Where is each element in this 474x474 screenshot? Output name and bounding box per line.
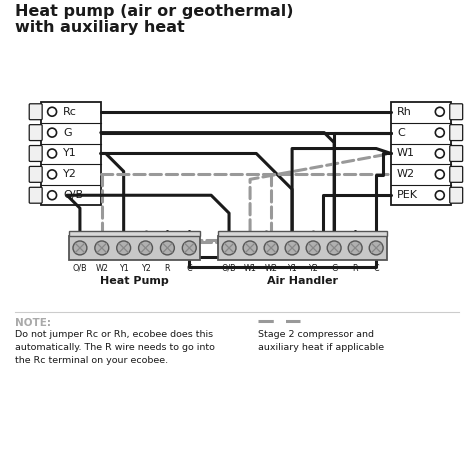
Circle shape (73, 241, 87, 255)
Circle shape (435, 170, 444, 179)
Circle shape (369, 241, 383, 255)
Text: Rc: Rc (63, 107, 77, 117)
Circle shape (327, 241, 341, 255)
Text: W2: W2 (264, 264, 278, 273)
Bar (69, 236, 200, 260)
Text: G: G (331, 264, 337, 273)
Text: O/B: O/B (222, 264, 237, 273)
Text: Y2: Y2 (308, 264, 318, 273)
Text: G: G (63, 128, 72, 137)
Circle shape (348, 241, 362, 255)
Text: W2: W2 (397, 169, 415, 179)
FancyBboxPatch shape (450, 166, 463, 182)
Text: W1: W1 (397, 148, 415, 158)
Text: Heat Pump: Heat Pump (100, 276, 169, 286)
Text: W2: W2 (95, 264, 108, 273)
Circle shape (306, 241, 320, 255)
FancyBboxPatch shape (450, 125, 463, 141)
Circle shape (435, 107, 444, 116)
FancyBboxPatch shape (450, 104, 463, 120)
Circle shape (435, 149, 444, 158)
Circle shape (47, 128, 56, 137)
Text: O/B: O/B (73, 264, 87, 273)
Circle shape (435, 128, 444, 137)
Text: O/B: O/B (63, 190, 83, 200)
Circle shape (47, 149, 56, 158)
Circle shape (161, 241, 174, 255)
Circle shape (47, 170, 56, 179)
Bar (69, 231, 200, 236)
Text: NOTE:: NOTE: (15, 318, 51, 328)
Text: Do not jumper Rc or Rh, ecobee does this
automatically. The R wire needs to go i: Do not jumper Rc or Rh, ecobee does this… (15, 330, 215, 365)
Text: R: R (352, 264, 358, 273)
FancyBboxPatch shape (29, 166, 42, 182)
FancyBboxPatch shape (450, 187, 463, 203)
Text: Heat pump (air or geothermal): Heat pump (air or geothermal) (15, 4, 294, 19)
Text: R: R (164, 264, 170, 273)
Text: with auxiliary heat: with auxiliary heat (15, 20, 185, 35)
Circle shape (264, 241, 278, 255)
Circle shape (222, 241, 236, 255)
Text: Y2: Y2 (141, 264, 150, 273)
Text: PEK: PEK (397, 190, 418, 200)
Text: Stage 2 compressor and
auxiliary heat if applicable: Stage 2 compressor and auxiliary heat if… (258, 330, 384, 352)
Bar (218, 236, 387, 260)
Text: Air Handler: Air Handler (267, 276, 338, 286)
Circle shape (47, 191, 56, 200)
FancyBboxPatch shape (29, 146, 42, 162)
Circle shape (435, 191, 444, 200)
Circle shape (47, 107, 56, 116)
Text: C: C (397, 128, 405, 137)
Circle shape (138, 241, 153, 255)
Text: W1: W1 (244, 264, 256, 273)
FancyBboxPatch shape (29, 104, 42, 120)
Circle shape (95, 241, 109, 255)
Text: C: C (186, 264, 192, 273)
Circle shape (117, 241, 131, 255)
Circle shape (285, 241, 299, 255)
Text: Y1: Y1 (287, 264, 297, 273)
FancyBboxPatch shape (450, 146, 463, 162)
FancyBboxPatch shape (29, 187, 42, 203)
FancyBboxPatch shape (29, 125, 42, 141)
Circle shape (243, 241, 257, 255)
Circle shape (182, 241, 196, 255)
Text: Y1: Y1 (63, 148, 77, 158)
Text: Y2: Y2 (63, 169, 77, 179)
Bar (41, 102, 101, 205)
Bar (218, 231, 387, 236)
Text: Y1: Y1 (119, 264, 128, 273)
Bar (391, 102, 451, 205)
Text: C: C (374, 264, 379, 273)
Text: Rh: Rh (397, 107, 412, 117)
